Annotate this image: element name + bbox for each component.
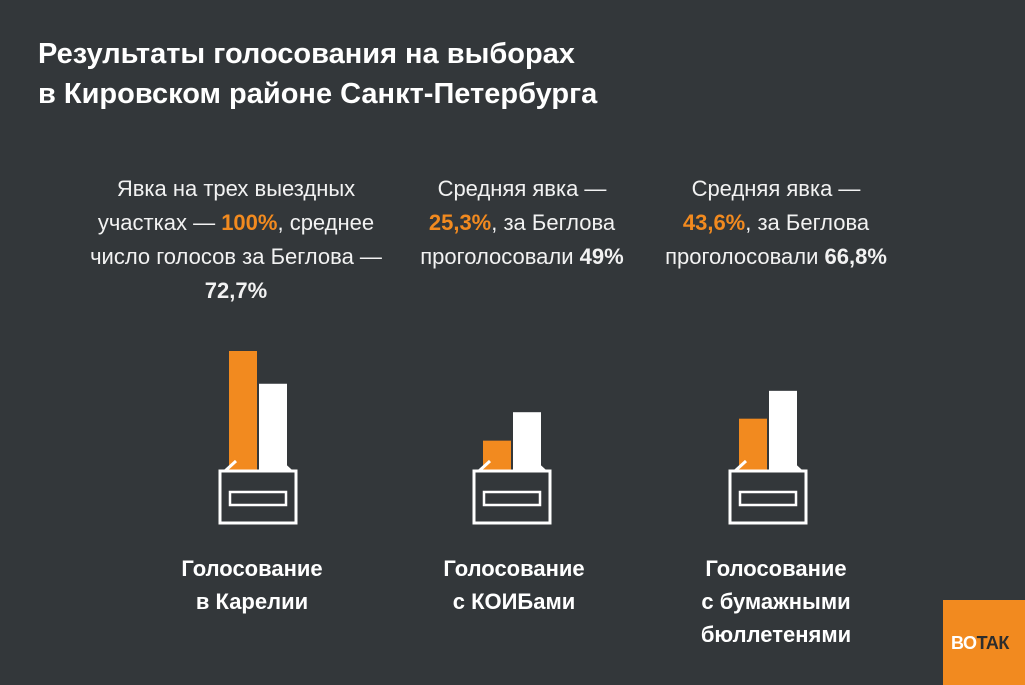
ballot-box-icon xyxy=(728,469,808,525)
description-text-b: , за Беглова проголосовали xyxy=(665,210,870,269)
category-label-line-2: с КОИБами xyxy=(452,589,576,614)
bar-1-series-2 xyxy=(259,383,287,471)
beglov-value: 72,7% xyxy=(204,278,268,303)
column-paper-description: Средняя явка — 43,6%, за Беглова проголо… xyxy=(626,172,926,274)
beglov-value: 66,8% xyxy=(824,244,887,269)
category-label-koib: Голосование с КОИБами xyxy=(394,552,634,618)
bar-1-series-1 xyxy=(229,351,257,471)
title-line-2: в Кировском районе Санкт-Петербурга xyxy=(38,78,598,110)
bar-2-series-1 xyxy=(483,440,511,471)
logo-part-2: ТАК xyxy=(976,633,1010,653)
ballot-box-icon xyxy=(472,469,552,525)
column-koib-description: Средняя явка — 25,3%, за Беглова проголо… xyxy=(372,172,672,274)
logo-text: ВОТАК xyxy=(951,633,1009,654)
ballot-box-slot-icon xyxy=(228,490,288,507)
description-text-b: , за Беглова проголосовали xyxy=(420,210,616,269)
turnout-value: 100% xyxy=(221,210,278,235)
category-label-line-2: в Карелии xyxy=(195,589,309,614)
category-label-line-1: Голосование xyxy=(443,556,585,581)
description-text-a: Явка на трех выездных участках — xyxy=(97,176,356,235)
category-label-paper: Голосование с бумажными бюллетенями xyxy=(656,552,896,651)
beglov-value: 49% xyxy=(579,244,624,269)
category-label-line-2: с бумажными xyxy=(701,589,851,614)
description-text: Средняя явка — 25,3%, за Беглова проголо… xyxy=(372,172,672,274)
description-text: Средняя явка — 43,6%, за Беглова проголо… xyxy=(626,172,926,274)
chart-title: Результаты голосования на выборах в Киро… xyxy=(38,34,597,114)
turnout-value: 25,3% xyxy=(428,210,492,235)
bar-3-series-2 xyxy=(769,390,797,471)
ballot-box-slot-icon xyxy=(482,490,542,507)
description-text-a: Средняя явка — xyxy=(437,176,607,201)
title-line-1: Результаты голосования на выборах xyxy=(38,38,575,70)
category-label-line-1: Голосование xyxy=(181,556,323,581)
ballot-box-icon xyxy=(218,469,298,525)
logo-part-1: ВО xyxy=(951,633,977,653)
category-label-karelia: Голосование в Карелии xyxy=(132,552,372,618)
description-text: Явка на трех выездных участках — 100%, с… xyxy=(86,172,386,308)
description-text-a: Средняя явка — xyxy=(691,176,861,201)
description-text-b: , среднее число голосов за Беглова — xyxy=(90,210,382,269)
ballot-box-slot-icon xyxy=(738,490,798,507)
column-karelia-description: Явка на трех выездных участках — 100%, с… xyxy=(86,172,386,308)
category-label-line-3: бюллетенями xyxy=(700,622,852,647)
turnout-value: 43,6% xyxy=(682,210,746,235)
category-label-line-1: Голосование xyxy=(705,556,847,581)
brand-logo: ВОТАК xyxy=(943,600,1025,685)
